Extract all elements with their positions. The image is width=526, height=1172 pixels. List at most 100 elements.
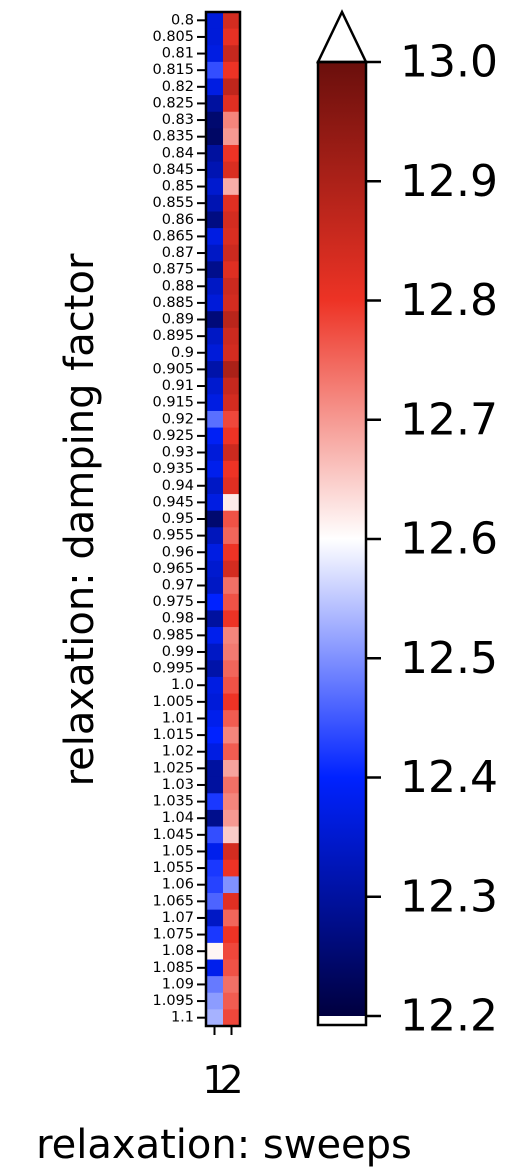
heatmap-cell [206,361,224,379]
heatmap-cell [206,377,224,395]
heatmap-cell [206,228,224,246]
heatmap-cell [206,12,224,30]
heatmap-cell [206,543,224,561]
heatmap-cell [206,976,224,994]
y-tick-label: 1.075 [152,927,194,943]
heatmap-cell [223,361,241,379]
y-tick-label: 0.96 [162,544,194,560]
heatmap-cell [206,942,224,960]
heatmap-cell [206,992,224,1010]
heatmap-cell [223,992,241,1010]
heatmap-cell [223,826,241,844]
y-tick-label: 1.095 [152,993,194,1009]
y-tick-label: 0.935 [152,461,194,477]
heatmap-cell [223,527,241,545]
heatmap-cell [206,78,224,96]
heatmap-cell [223,710,241,728]
y-tick-label: 1.08 [162,943,194,959]
heatmap-cell [206,45,224,63]
y-tick-label: 0.865 [152,228,194,244]
heatmap-cell [206,261,224,279]
colorbar-tick-label: 13.0 [400,37,498,88]
heatmap-cell [223,460,241,478]
y-tick-label: 1.005 [152,694,194,710]
y-tick-label: 0.99 [162,644,194,660]
colorbar-tick-label: 12.7 [400,394,498,445]
heatmap-cell [223,976,241,994]
y-tick-label: 0.91 [162,378,194,394]
y-tick-label: 0.92 [162,411,194,427]
heatmap-cell [223,444,241,462]
heatmap-cell [206,244,224,262]
heatmap-cell [223,793,241,811]
heatmap-cell [206,843,224,861]
y-tick-label: 0.82 [162,79,194,95]
y-tick-label: 0.885 [152,295,194,311]
heatmap-cell [206,161,224,179]
heatmap-cell [206,510,224,528]
heatmap-cell [206,627,224,645]
heatmap-cell [206,793,224,811]
heatmap-cell [206,194,224,212]
heatmap-cell [223,95,241,113]
colorbar-tick-label: 12.9 [400,156,498,207]
heatmap-cell [223,843,241,861]
heatmap-cell [223,577,241,595]
y-tick-label: 0.945 [152,494,194,510]
heatmap-cell [206,610,224,628]
heatmap-cell [223,194,241,212]
heatmap-cell [223,12,241,30]
heatmap-cell [206,676,224,694]
y-tick-label: 0.86 [162,212,194,228]
heatmap-cell [223,277,241,295]
y-tick-label: 1.0 [171,677,194,693]
heatmap-cell [206,776,224,794]
x-axis-ticks: 12 [202,1026,244,1102]
heatmap-cell [223,543,241,561]
y-tick-label: 0.89 [162,312,194,328]
heatmap-cell [223,128,241,146]
heatmap-cell [223,294,241,312]
heatmap-cell [223,876,241,894]
y-tick-label: 0.845 [152,162,194,178]
heatmap-cell [206,959,224,977]
heatmap-cell [223,660,241,678]
heatmap-cell [206,277,224,295]
heatmap-cell [223,78,241,96]
y-tick-label: 0.985 [152,627,194,643]
heatmap-cell [206,460,224,478]
heatmap-cell [206,926,224,944]
heatmap-cell [223,859,241,877]
y-tick-label: 0.87 [162,245,194,261]
heatmap-cell [223,327,241,345]
y-tick-label: 0.895 [152,328,194,344]
heatmap-cell [223,593,241,611]
heatmap-cell [223,893,241,911]
y-tick-label: 0.85 [162,179,194,195]
heatmap-cell [223,161,241,179]
y-tick-label: 0.925 [152,428,194,444]
y-tick-label: 0.965 [152,561,194,577]
colorbar-tick-label: 12.6 [400,514,498,565]
heatmap-cell [223,45,241,63]
heatmap-cell [206,327,224,345]
heatmap-cell [223,693,241,711]
heatmap-cell [206,311,224,329]
heatmap-cell [206,726,224,744]
heatmap-cell [223,726,241,744]
heatmap-cell [206,859,224,877]
heatmap-cell [206,144,224,162]
heatmap-cell [223,28,241,46]
heatmap-cell [206,128,224,146]
y-tick-label: 1.035 [152,794,194,810]
y-tick-label: 1.07 [162,910,194,926]
heatmap-cell [206,477,224,495]
y-tick-label: 0.855 [152,195,194,211]
heatmap-cell [206,893,224,911]
heatmap-cell [223,61,241,79]
heatmap-cell [223,228,241,246]
heatmap-cell [223,926,241,944]
heatmap-cell [223,427,241,445]
heatmap-cell [223,111,241,129]
